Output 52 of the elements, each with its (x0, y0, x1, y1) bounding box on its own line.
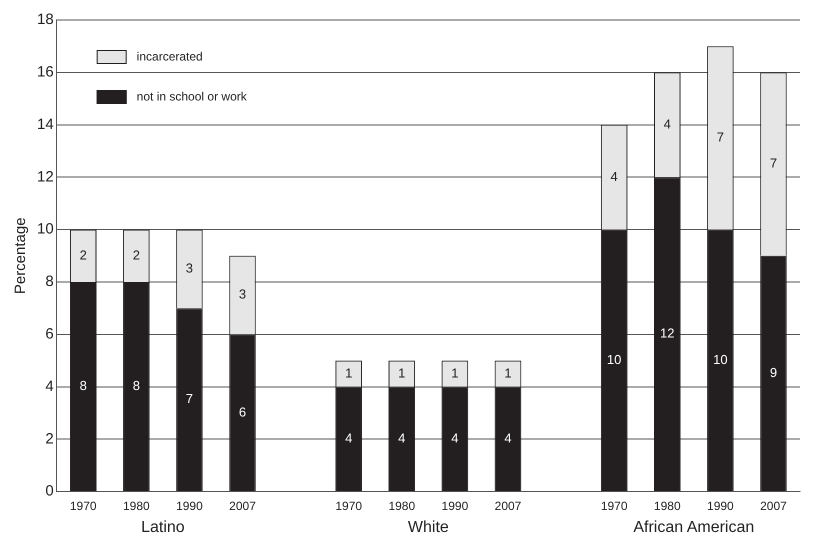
data-label: 2 (80, 247, 87, 262)
data-label: 10 (713, 352, 728, 367)
data-label: 8 (80, 378, 87, 394)
data-label: 4 (451, 430, 459, 446)
y-tick-label: 6 (45, 326, 54, 343)
data-label: 1 (345, 365, 352, 380)
y-axis-title: Percentage (12, 217, 30, 294)
data-label: 3 (186, 260, 194, 276)
x-tick-label: 1980 (654, 499, 681, 514)
y-tick-label: 18 (36, 11, 54, 28)
y-tick-label: 0 (45, 482, 54, 500)
x-tick-label: 2007 (760, 499, 788, 514)
data-label: 6 (238, 404, 246, 420)
data-label: 1 (504, 365, 512, 380)
x-tick-label: 1970 (600, 499, 628, 514)
x-tick-label: 1990 (176, 499, 204, 514)
y-tick-label: 16 (36, 64, 54, 81)
x-tick-label: 1970 (335, 499, 362, 514)
data-label: 2 (132, 247, 140, 262)
y-tick-label: 14 (36, 116, 54, 133)
legend-label: incarcerated (136, 49, 203, 64)
data-label: 4 (345, 430, 352, 446)
text: Latino (141, 519, 185, 536)
data-label: 7 (186, 391, 194, 406)
x-tick-label: 2007 (494, 499, 522, 514)
data-label: 9 (770, 365, 778, 380)
y-tick-label: 12 (36, 168, 54, 186)
data-label: 3 (238, 286, 246, 302)
data-label: 7 (770, 156, 778, 171)
data-label: 8 (132, 378, 140, 394)
x-tick-label: 1990 (707, 499, 734, 514)
data-label: 4 (610, 168, 618, 184)
data-label: 4 (398, 430, 406, 446)
data-label: 4 (504, 430, 512, 446)
x-tick-label: 1990 (442, 499, 469, 514)
legend-label: not in school or work (136, 89, 248, 104)
x-tick-label: 1980 (388, 499, 416, 514)
text: African American (633, 519, 754, 536)
data-label: 7 (716, 129, 724, 144)
text: White (408, 519, 449, 536)
y-tick-label: 2 (45, 430, 54, 448)
x-tick-label: 1980 (122, 499, 150, 514)
y-tick-label: 4 (45, 378, 54, 395)
data-label: 4 (664, 116, 671, 132)
x-tick-label: 2007 (229, 499, 256, 514)
data-label: 12 (660, 326, 674, 341)
y-tick-label: 8 (45, 273, 54, 290)
x-tick-label: 1970 (70, 499, 97, 514)
data-label: 10 (606, 352, 622, 367)
data-label: 1 (398, 365, 406, 380)
y-tick-label: 10 (36, 220, 54, 238)
data-label: 1 (451, 365, 459, 380)
